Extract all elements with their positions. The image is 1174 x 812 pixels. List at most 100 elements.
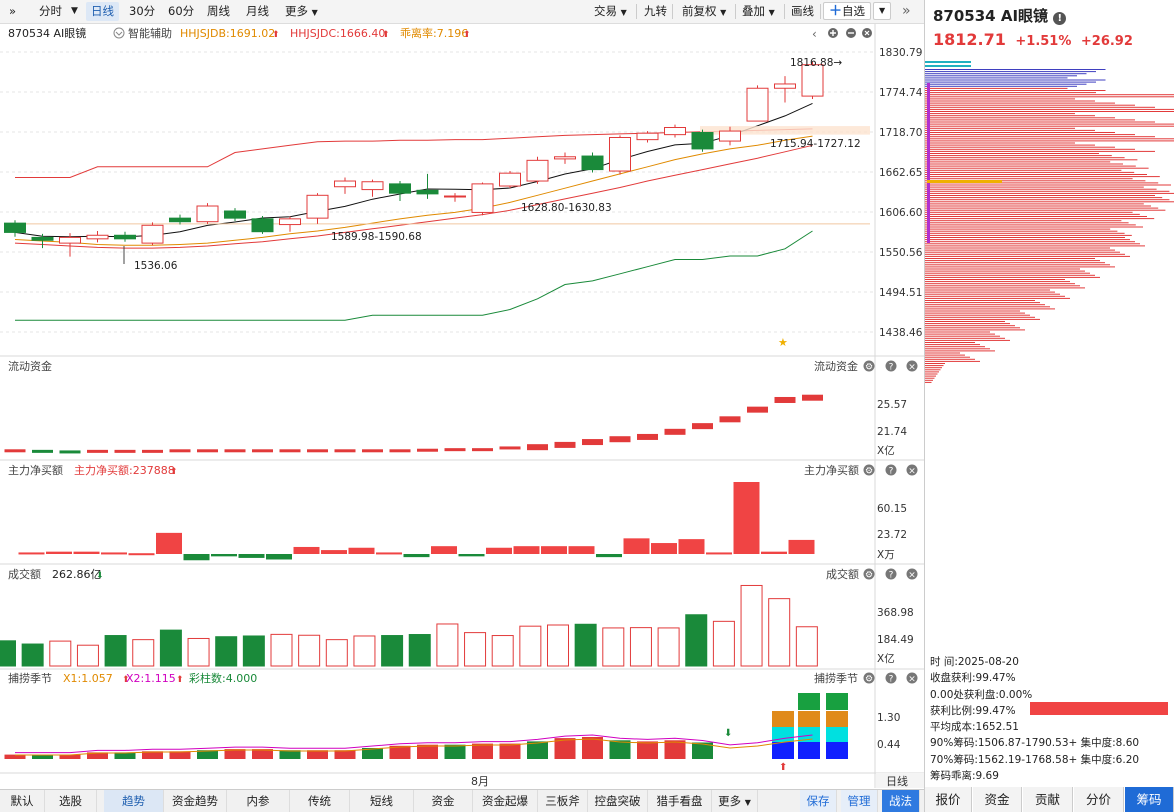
draw-button[interactable]: 画线 bbox=[791, 4, 814, 18]
tab-trend[interactable]: 趋势 bbox=[104, 790, 164, 812]
expand-right-button[interactable]: » bbox=[902, 3, 911, 19]
adjust-button[interactable]: 前复权 ▼ bbox=[677, 2, 731, 21]
gear-icon[interactable] bbox=[863, 464, 875, 476]
chevron-down-icon: ▼ bbox=[311, 8, 318, 17]
tab-shortline[interactable]: 短线 bbox=[350, 790, 414, 812]
close-icon[interactable] bbox=[906, 464, 918, 476]
tab-traditional[interactable]: 传统 bbox=[290, 790, 350, 812]
save-button[interactable]: 保存 bbox=[800, 790, 837, 812]
axis-tick-label: 1830.79 bbox=[879, 47, 922, 59]
help-icon[interactable] bbox=[885, 672, 897, 684]
trade-button[interactable]: 交易 ▼ bbox=[589, 2, 632, 21]
tab-insider[interactable]: 内参 bbox=[227, 790, 290, 812]
gear-icon[interactable] bbox=[863, 672, 875, 684]
chip-bar bbox=[925, 165, 1136, 167]
chip-bar bbox=[925, 178, 1133, 180]
plus-icon: ＋ bbox=[829, 4, 843, 19]
divider bbox=[820, 4, 821, 19]
close-icon[interactable] bbox=[906, 568, 918, 580]
right-tab-quote[interactable]: 报价 bbox=[925, 787, 972, 812]
flow-bar bbox=[747, 406, 768, 413]
candle-body bbox=[499, 172, 521, 187]
period-weekly[interactable]: 周线 bbox=[207, 4, 230, 18]
help-icon-glyph: ? bbox=[889, 363, 894, 373]
gear-icon[interactable] bbox=[863, 360, 875, 372]
fish-color-orange bbox=[798, 711, 820, 727]
buy-bar bbox=[321, 550, 347, 554]
volume-bar bbox=[132, 639, 155, 667]
fish-color-cyan bbox=[826, 727, 848, 742]
close-icon[interactable] bbox=[906, 360, 918, 372]
period-60min[interactable]: 60分 bbox=[168, 4, 195, 18]
volume-bar bbox=[685, 614, 708, 667]
tab-fund[interactable]: 资金 bbox=[414, 790, 473, 812]
close-icon-glyph: × bbox=[908, 363, 916, 373]
nine-turn-button[interactable]: 九转 bbox=[644, 4, 667, 18]
chip-bar bbox=[925, 146, 1115, 148]
chevron-down-icon[interactable]: ▼ bbox=[71, 6, 78, 16]
manage-button[interactable]: 管理 bbox=[841, 790, 878, 812]
right-tab-contribution[interactable]: 贡献 bbox=[1023, 787, 1073, 812]
period-monthly[interactable]: 月线 bbox=[246, 4, 269, 18]
smart-aux-button[interactable]: 智能辅助 bbox=[113, 26, 172, 40]
info-icon[interactable]: ! bbox=[1053, 12, 1067, 25]
volume-title: 成交额 bbox=[8, 567, 41, 581]
right-tab-fund[interactable]: 资金 bbox=[973, 787, 1022, 812]
tab-default[interactable]: 默认 bbox=[0, 790, 45, 812]
tab-more[interactable]: 更多 ▼ bbox=[712, 790, 758, 812]
chip-90: 90%筹码:1506.87-1790.53+ 集中度:8.60 bbox=[930, 737, 1140, 750]
chart-area[interactable]: 870534 AI眼镜 智能辅助 HHJSJDB:1691.02 ⬆ HHJSJ… bbox=[0, 24, 924, 788]
buy-bar bbox=[513, 546, 540, 554]
fish-bar bbox=[417, 744, 438, 759]
fish-bar bbox=[362, 748, 383, 759]
candle-body bbox=[224, 210, 246, 219]
chip-bar bbox=[925, 111, 1174, 112]
period-more[interactable]: 更多 ▼ bbox=[280, 2, 323, 21]
candle-body bbox=[554, 156, 576, 160]
candle-body bbox=[59, 236, 81, 244]
tab-control-break[interactable]: 控盘突破 bbox=[588, 790, 648, 812]
volume-bar bbox=[215, 636, 238, 667]
chip-bar bbox=[925, 197, 1163, 199]
right-tab-price[interactable]: 分价 bbox=[1074, 787, 1124, 812]
bottom-toolbar: 默认 选股 趋势 资金趋势 内参 传统 短线 资金 资金起爆 三板斧 控盘突破 … bbox=[0, 789, 924, 812]
tab-fund-trend[interactable]: 资金趋势 bbox=[164, 790, 227, 812]
tab-hunter[interactable]: 猎手看盘 bbox=[648, 790, 712, 812]
period-30min[interactable]: 30分 bbox=[129, 4, 156, 18]
chip-bar bbox=[925, 274, 1095, 276]
period-daily[interactable]: 日线 bbox=[86, 2, 119, 21]
right-tab-chips[interactable]: 筹码 bbox=[1125, 787, 1174, 812]
chip-bar bbox=[925, 205, 1151, 207]
close-icon[interactable] bbox=[906, 672, 918, 684]
chip-bar bbox=[925, 119, 1135, 121]
strategy-button[interactable]: 战法 bbox=[882, 790, 920, 812]
volume-bar bbox=[325, 639, 348, 667]
collapse-left-button[interactable]: » bbox=[9, 4, 17, 18]
main-overlays bbox=[14, 102, 870, 321]
tab-stock-pick[interactable]: 选股 bbox=[45, 790, 97, 812]
gear-icon[interactable] bbox=[863, 568, 875, 580]
legend-hhjsjdb: HHJSJDB:1691.02 bbox=[180, 27, 275, 40]
help-icon[interactable] bbox=[885, 464, 897, 476]
chip-bar bbox=[925, 354, 965, 356]
chip-bar bbox=[925, 216, 1147, 217]
chevron-left-icon[interactable]: ‹ bbox=[812, 27, 817, 41]
help-icon[interactable] bbox=[885, 360, 897, 372]
tab-fund-burst[interactable]: 资金起爆 bbox=[473, 790, 538, 812]
add-watchlist-button[interactable]: ＋自选 bbox=[823, 2, 872, 20]
help-icon[interactable] bbox=[885, 568, 897, 580]
volume-bar bbox=[104, 635, 127, 667]
tab-three-axes[interactable]: 三板斧 bbox=[538, 790, 588, 812]
buy-axis-high: 60.15 bbox=[877, 503, 907, 515]
chip-bar bbox=[925, 375, 936, 377]
down-arrow-icon: ⬇ bbox=[96, 571, 104, 581]
overlay-button[interactable]: 叠加 ▼ bbox=[737, 2, 780, 21]
chevron-down-icon[interactable]: ▼ bbox=[873, 2, 892, 20]
fish-bar bbox=[197, 750, 218, 759]
up-arrow-icon: ⬆ bbox=[170, 467, 178, 477]
fish-bar bbox=[664, 740, 686, 759]
close-icon-glyph: × bbox=[908, 467, 916, 477]
period-minute[interactable]: 分时 bbox=[39, 4, 62, 18]
chip-bar bbox=[925, 121, 1155, 123]
flow-title: 流动资金 bbox=[8, 359, 52, 373]
